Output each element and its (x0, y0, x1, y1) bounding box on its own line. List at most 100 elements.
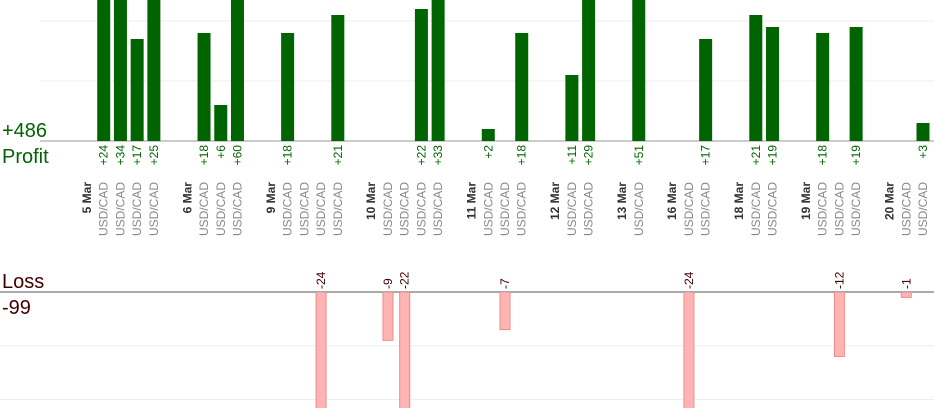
date-label: 6 Mar (180, 182, 194, 214)
date-label: 11 Mar (465, 182, 479, 220)
date-label: 18 Mar (732, 182, 746, 220)
profit-bar (749, 15, 763, 141)
loss-bar (499, 292, 511, 331)
profit-label: Profit (2, 146, 49, 168)
value-label: +19 (766, 145, 780, 166)
symbol-label: USD/CAD (582, 182, 596, 236)
value-label: +17 (699, 145, 713, 166)
symbol-label: USD/CAD (632, 182, 646, 236)
value-label: -7 (498, 278, 512, 289)
date-label: 19 Mar (799, 182, 813, 220)
value-label: +60 (230, 145, 244, 166)
symbol-label: USD/CAD (565, 182, 579, 236)
loss-bars (315, 292, 912, 408)
profit-bar (582, 0, 596, 141)
symbol-label: USD/CAD (197, 182, 211, 236)
loss-label: Loss (2, 271, 44, 293)
value-label: +3 (916, 145, 930, 159)
profit-bar (331, 15, 345, 141)
symbol-label: USD/CAD (230, 182, 244, 236)
symbol-label: USD/CAD (381, 182, 395, 236)
value-label: -24 (314, 271, 328, 289)
value-label: -12 (832, 271, 846, 289)
loss-total: -99 (2, 297, 31, 319)
value-label: +11 (565, 145, 579, 165)
profit-bar (281, 33, 295, 141)
value-label: +21 (749, 145, 763, 166)
symbol-label: USD/CAD (766, 182, 780, 236)
profit-bar (197, 33, 211, 141)
symbol-label: USD/CAD (214, 182, 228, 236)
profit-bar (699, 39, 713, 141)
value-label: -24 (682, 271, 696, 289)
value-label: +51 (632, 145, 646, 166)
symbol-label: USD/CAD (899, 182, 913, 236)
symbol-label: USD/CAD (481, 182, 495, 236)
date-label: 20 Mar (883, 182, 897, 220)
symbol-label: USD/CAD (498, 182, 512, 236)
value-label: +33 (431, 145, 445, 166)
symbol-label: USD/CAD (314, 182, 328, 236)
value-label: +34 (113, 145, 127, 166)
date-label: 16 Mar (665, 182, 679, 220)
value-label: -22 (398, 271, 412, 289)
value-label: +25 (147, 145, 161, 166)
profit-bar (414, 9, 428, 141)
profit-bar (766, 27, 780, 141)
symbol-label: USD/CAD (749, 182, 763, 236)
profit-bar (481, 129, 495, 141)
loss-bar (833, 292, 845, 357)
value-label: +2 (481, 145, 495, 159)
date-label: 12 Mar (548, 182, 562, 220)
profit-bar (230, 0, 244, 141)
value-label: +6 (214, 145, 228, 159)
symbol-label: USD/CAD (147, 182, 161, 236)
symbol-label: USD/CAD (414, 182, 428, 236)
date-label: 5 Mar (80, 182, 94, 214)
profit-bar (632, 0, 646, 141)
symbol-label: USD/CAD (849, 182, 863, 236)
profit-bar (431, 0, 445, 141)
symbol-label: USD/CAD (515, 182, 529, 236)
profit-total: +486 (2, 120, 47, 142)
profit-bar (147, 0, 161, 141)
value-label: +18 (281, 145, 295, 166)
profit-bar (214, 105, 228, 141)
value-label: +18 (515, 145, 529, 166)
profit-bar (565, 75, 579, 141)
loss-bar (900, 292, 912, 298)
value-label: -1 (899, 278, 913, 289)
profit-bar (849, 27, 863, 141)
symbol-label: USD/CAD (682, 182, 696, 236)
symbol-label: USD/CAD (97, 182, 111, 236)
value-label: +24 (97, 145, 111, 166)
profit-bar (113, 0, 127, 141)
value-label: +18 (197, 145, 211, 166)
loss-bar (315, 292, 327, 408)
value-label: +18 (816, 145, 830, 166)
value-label: +21 (331, 145, 345, 166)
profit-bar (515, 33, 529, 141)
date-label: 9 Mar (264, 182, 278, 214)
symbol-label: USD/CAD (331, 182, 345, 236)
symbol-label: USD/CAD (916, 182, 930, 236)
value-label: +29 (582, 145, 596, 166)
loss-bar (683, 292, 695, 408)
symbol-label: USD/CAD (431, 182, 445, 236)
symbol-label: USD/CAD (816, 182, 830, 236)
value-label: +19 (849, 145, 863, 166)
symbol-label: USD/CAD (281, 182, 295, 236)
loss-bar (382, 292, 394, 341)
symbol-label: USD/CAD (699, 182, 713, 236)
date-label: 13 Mar (615, 182, 629, 220)
profit-bar (97, 0, 111, 141)
loss-bar (399, 292, 411, 408)
symbol-label: USD/CAD (398, 182, 412, 236)
value-label: +22 (414, 145, 428, 166)
value-label: -9 (381, 278, 395, 289)
symbol-label: USD/CAD (832, 182, 846, 236)
profit-bar (916, 123, 930, 141)
profit-bar (130, 39, 144, 141)
symbol-label: USD/CAD (297, 182, 311, 236)
